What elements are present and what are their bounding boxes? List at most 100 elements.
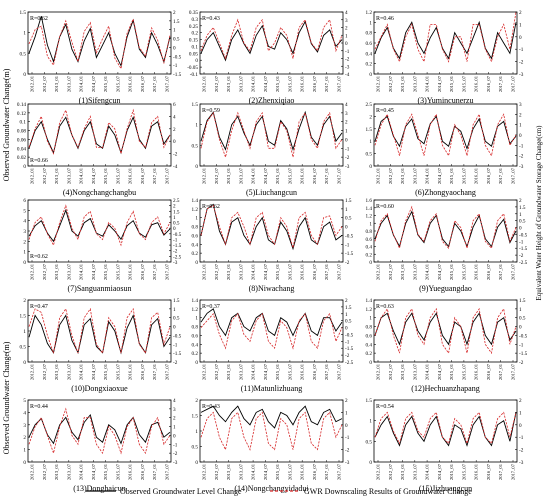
- x-tick-label: 2012_01: [30, 75, 35, 92]
- right-tick-label: -1.5: [173, 351, 182, 357]
- r-value-label: R=0.62: [202, 204, 220, 210]
- x-tick-label: 2014_07: [437, 167, 442, 184]
- x-tick-label: 2014_01: [425, 463, 430, 480]
- x-tick-label: 2013_01: [226, 75, 231, 92]
- x-tick-label: 2016_01: [474, 463, 479, 480]
- x-tick-label: 2015_07: [287, 263, 292, 280]
- left-tick-label: 0.5: [366, 439, 373, 445]
- x-tick-label: 2012_01: [376, 263, 381, 280]
- right-tick-label: -1.5: [519, 246, 528, 252]
- left-tick-label: 2: [23, 435, 26, 441]
- left-tick-label: 0.1: [192, 44, 199, 50]
- right-tick-label: 1: [345, 312, 348, 318]
- r-value-label: R=0.47: [30, 304, 48, 310]
- x-tick-label: 2015_01: [275, 463, 280, 480]
- chart-panel: 00.20.40.60.811.21.41.6-2.5-2-1.5-1-0.50…: [366, 198, 528, 293]
- right-tick-label: 2: [519, 10, 522, 16]
- left-tick-label: 0: [369, 164, 372, 170]
- right-tick-label: 3: [345, 111, 348, 117]
- gwr-series-line: [374, 205, 517, 250]
- x-tick-label: 2013_07: [66, 75, 71, 92]
- x-tick-label: 2015_07: [287, 167, 292, 184]
- x-tick-label: 2013_01: [54, 75, 59, 92]
- x-tick-label: 2015_01: [103, 463, 108, 480]
- right-tick-label: -4: [345, 72, 350, 78]
- r-value-label: R=0.43: [202, 404, 220, 410]
- left-tick-label: 0.15: [189, 38, 198, 44]
- x-tick-label: 2017_01: [152, 75, 157, 92]
- right-tick-label: -1.5: [345, 346, 354, 352]
- x-tick-label: 2017_07: [511, 167, 516, 184]
- x-tick-label: 2012_07: [388, 263, 393, 280]
- left-tick-label: 2.5: [366, 102, 373, 108]
- right-tick-label: -0.5: [519, 232, 528, 238]
- x-tick-label: 2016_01: [474, 363, 479, 380]
- x-tick-label: 2015_01: [103, 75, 108, 92]
- left-tick-label: 0.4: [192, 342, 199, 348]
- chart-panel: 00.20.40.60.811.21.4-2.5-2-1.5-1-0.500.5…: [192, 298, 354, 393]
- left-tick-label: 0.8: [192, 325, 199, 331]
- left-tick-label: 1: [195, 316, 198, 322]
- x-tick-label: 2016_07: [140, 263, 145, 280]
- left-tick-label: 0: [369, 72, 372, 78]
- observed-series-line: [28, 115, 171, 155]
- x-tick-label: 2012_07: [214, 167, 219, 184]
- r-value-label: R=0.54: [376, 404, 394, 410]
- right-tick-label: 0.5: [519, 316, 526, 322]
- panel-title: (8)Niwachang: [249, 284, 295, 293]
- x-tick-label: 2017_07: [337, 167, 342, 184]
- left-tick-label: 0.3: [192, 17, 199, 23]
- r-value-label: R=0.63: [376, 304, 394, 310]
- left-tick-label: 0.2: [192, 251, 199, 257]
- right-tick-label: -2: [519, 60, 524, 66]
- x-tick-label: 2013_07: [412, 363, 417, 380]
- right-tick-label: -1: [173, 442, 178, 448]
- right-tick-label: -3: [519, 164, 524, 170]
- panel-title: (11)Matunlizhuang: [241, 384, 302, 393]
- x-tick-label: 2013_01: [54, 463, 59, 480]
- right-tick-label: 0: [519, 423, 522, 429]
- x-tick-label: 2014_07: [263, 263, 268, 280]
- x-tick-label: 2015_01: [275, 363, 280, 380]
- right-tick-label: 2: [345, 26, 348, 32]
- x-tick-label: 2012_07: [388, 167, 393, 184]
- left-tick-label: 4: [23, 219, 26, 225]
- right-axis-title: Equivalent Water Height of Groundwater S…: [535, 125, 543, 301]
- plot-frame: [373, 399, 518, 463]
- right-tick-label: -1: [345, 242, 350, 248]
- left-tick-label: 1.4: [192, 198, 199, 204]
- gwr-series-line: [200, 204, 343, 248]
- left-tick-label: 1: [369, 419, 372, 425]
- right-tick-label: -1: [519, 47, 524, 53]
- x-tick-label: 2012_01: [376, 363, 381, 380]
- right-tick-label: 0: [173, 45, 176, 51]
- x-tick-label: 2014_01: [79, 363, 84, 380]
- right-tick-label: -2: [519, 154, 524, 160]
- left-axis-title-top: Observed Groundwater Change(m): [2, 68, 11, 181]
- right-tick-label: -2: [345, 448, 350, 454]
- left-tick-label: 0: [23, 460, 26, 466]
- left-tick-label: 0: [195, 58, 198, 64]
- gwr-series-line: [200, 312, 343, 350]
- right-tick-label: 0: [519, 226, 522, 232]
- right-tick-label: -2: [173, 249, 178, 255]
- right-tick-label: 1: [519, 410, 522, 416]
- gwr-series-line: [28, 407, 171, 455]
- left-tick-label: 0.2: [366, 62, 373, 68]
- right-tick-label: 0.5: [173, 221, 180, 227]
- x-tick-label: 2012_01: [30, 363, 35, 380]
- right-tick-label: 0: [173, 139, 176, 145]
- left-tick-label: 1.2: [192, 207, 199, 213]
- right-tick-label: -1.5: [173, 243, 182, 249]
- x-tick-label: 2016_07: [486, 167, 491, 184]
- x-tick-label: 2016_07: [140, 167, 145, 184]
- x-tick-label: 2013_07: [412, 167, 417, 184]
- x-tick-label: 2016_01: [300, 363, 305, 380]
- right-tick-label: 1: [519, 307, 522, 313]
- right-tick-label: -2: [519, 360, 524, 366]
- x-tick-label: 2013_07: [66, 463, 71, 480]
- x-tick-label: 2014_07: [437, 363, 442, 380]
- right-tick-label: 0: [345, 423, 348, 429]
- x-tick-label: 2016_07: [486, 363, 491, 380]
- left-tick-label: 1: [195, 216, 198, 222]
